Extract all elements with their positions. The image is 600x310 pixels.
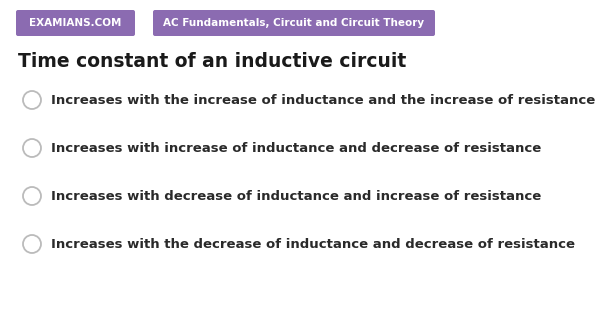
Circle shape [23,235,41,253]
Text: Increases with increase of inductance and decrease of resistance: Increases with increase of inductance an… [51,141,541,154]
Text: Time constant of an inductive circuit: Time constant of an inductive circuit [18,52,406,71]
Text: EXAMIANS.COM: EXAMIANS.COM [29,18,122,28]
FancyBboxPatch shape [153,10,435,36]
Text: Increases with the increase of inductance and the increase of resistance: Increases with the increase of inductanc… [51,94,595,107]
Text: Increases with decrease of inductance and increase of resistance: Increases with decrease of inductance an… [51,189,541,202]
Text: AC Fundamentals, Circuit and Circuit Theory: AC Fundamentals, Circuit and Circuit The… [163,18,425,28]
Circle shape [23,187,41,205]
FancyBboxPatch shape [16,10,135,36]
Text: Increases with the decrease of inductance and decrease of resistance: Increases with the decrease of inductanc… [51,237,575,250]
Circle shape [23,91,41,109]
Circle shape [23,139,41,157]
